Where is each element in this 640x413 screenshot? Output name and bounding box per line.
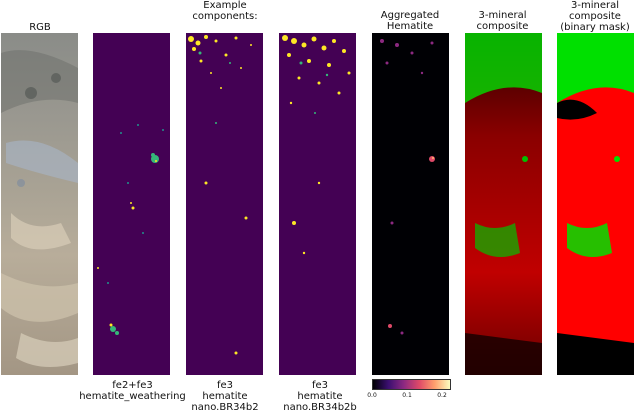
br34b2-map — [186, 33, 263, 375]
colorbar — [372, 379, 451, 390]
colorbar-tick-2: 0.2 — [437, 392, 447, 399]
rgb-title: RGB — [29, 22, 51, 33]
rgb-image — [1, 33, 78, 375]
br34b2-caption: fe3 hematite nano.BR34b2 — [191, 380, 259, 413]
binary-mask-title: 3-mineral composite (binary mask) — [560, 0, 630, 33]
composite-map — [465, 33, 542, 375]
binary-mask-map — [557, 33, 634, 375]
aggregated-hematite-map — [372, 33, 449, 375]
example-components-title: Example components: — [192, 0, 258, 22]
br34b2b-map — [279, 33, 356, 375]
fe2-fe3-weathering-map — [93, 33, 170, 375]
colorbar-tick-0: 0.0 — [367, 392, 377, 399]
aggregated-hematite-title: Aggregated Hematite — [380, 10, 440, 32]
fe2-fe3-caption: fe2+fe3 hematite_weathering — [79, 380, 186, 402]
colorbar-tick-1: 0.1 — [402, 392, 412, 399]
br34b2b-caption: fe3 hematite nano.BR34b2b — [283, 380, 357, 413]
composite-title: 3-mineral composite — [476, 10, 529, 32]
